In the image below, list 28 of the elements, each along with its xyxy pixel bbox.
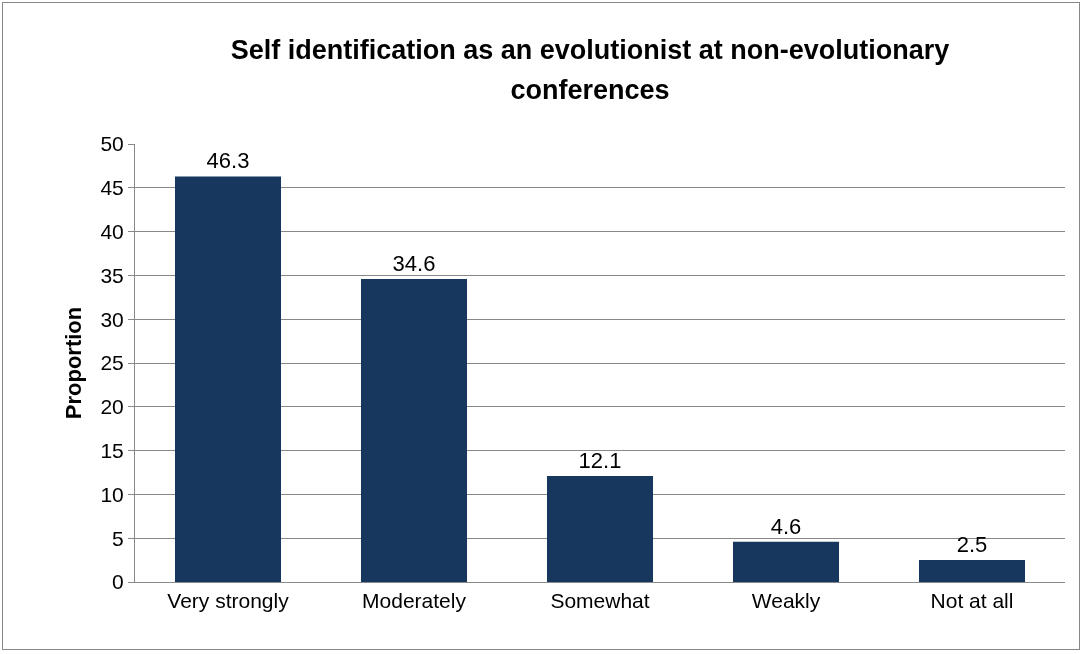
y-tick-label: 15 (100, 438, 124, 462)
x-tick-label: Very strongly (167, 589, 290, 613)
chart-title: Self identification as an evolutionist at non-evolutionary conferences (229, 34, 951, 107)
bar (546, 476, 654, 582)
x-tick-label: Moderately (362, 589, 467, 613)
data-label: 46.3 (206, 148, 250, 174)
y-tick-label: 0 (112, 570, 124, 594)
y-tick-label: 10 (100, 482, 124, 506)
y-tick-label: 45 (100, 176, 124, 200)
y-tick-label: 5 (112, 526, 124, 550)
x-tick-label: Not at all (930, 589, 1014, 613)
y-tick-label: 30 (100, 307, 124, 331)
bar (174, 176, 282, 582)
y-tick-label: 40 (100, 219, 124, 243)
data-label: 4.6 (770, 513, 802, 539)
data-label: 12.1 (578, 448, 622, 473)
bar (732, 541, 840, 582)
data-label: 2.5 (956, 532, 988, 558)
y-tick-label: 50 (100, 132, 124, 156)
bar (918, 560, 1026, 582)
x-tick-label: Somewhat (550, 589, 650, 613)
y-tick-label: 25 (100, 351, 124, 375)
y-axis-title: Proportion (61, 306, 87, 420)
x-tick-label: Weakly (751, 589, 821, 613)
y-tick-label: 35 (100, 263, 124, 287)
y-tick-label: 20 (100, 395, 124, 419)
data-label: 34.6 (392, 250, 436, 276)
bar (360, 278, 468, 582)
